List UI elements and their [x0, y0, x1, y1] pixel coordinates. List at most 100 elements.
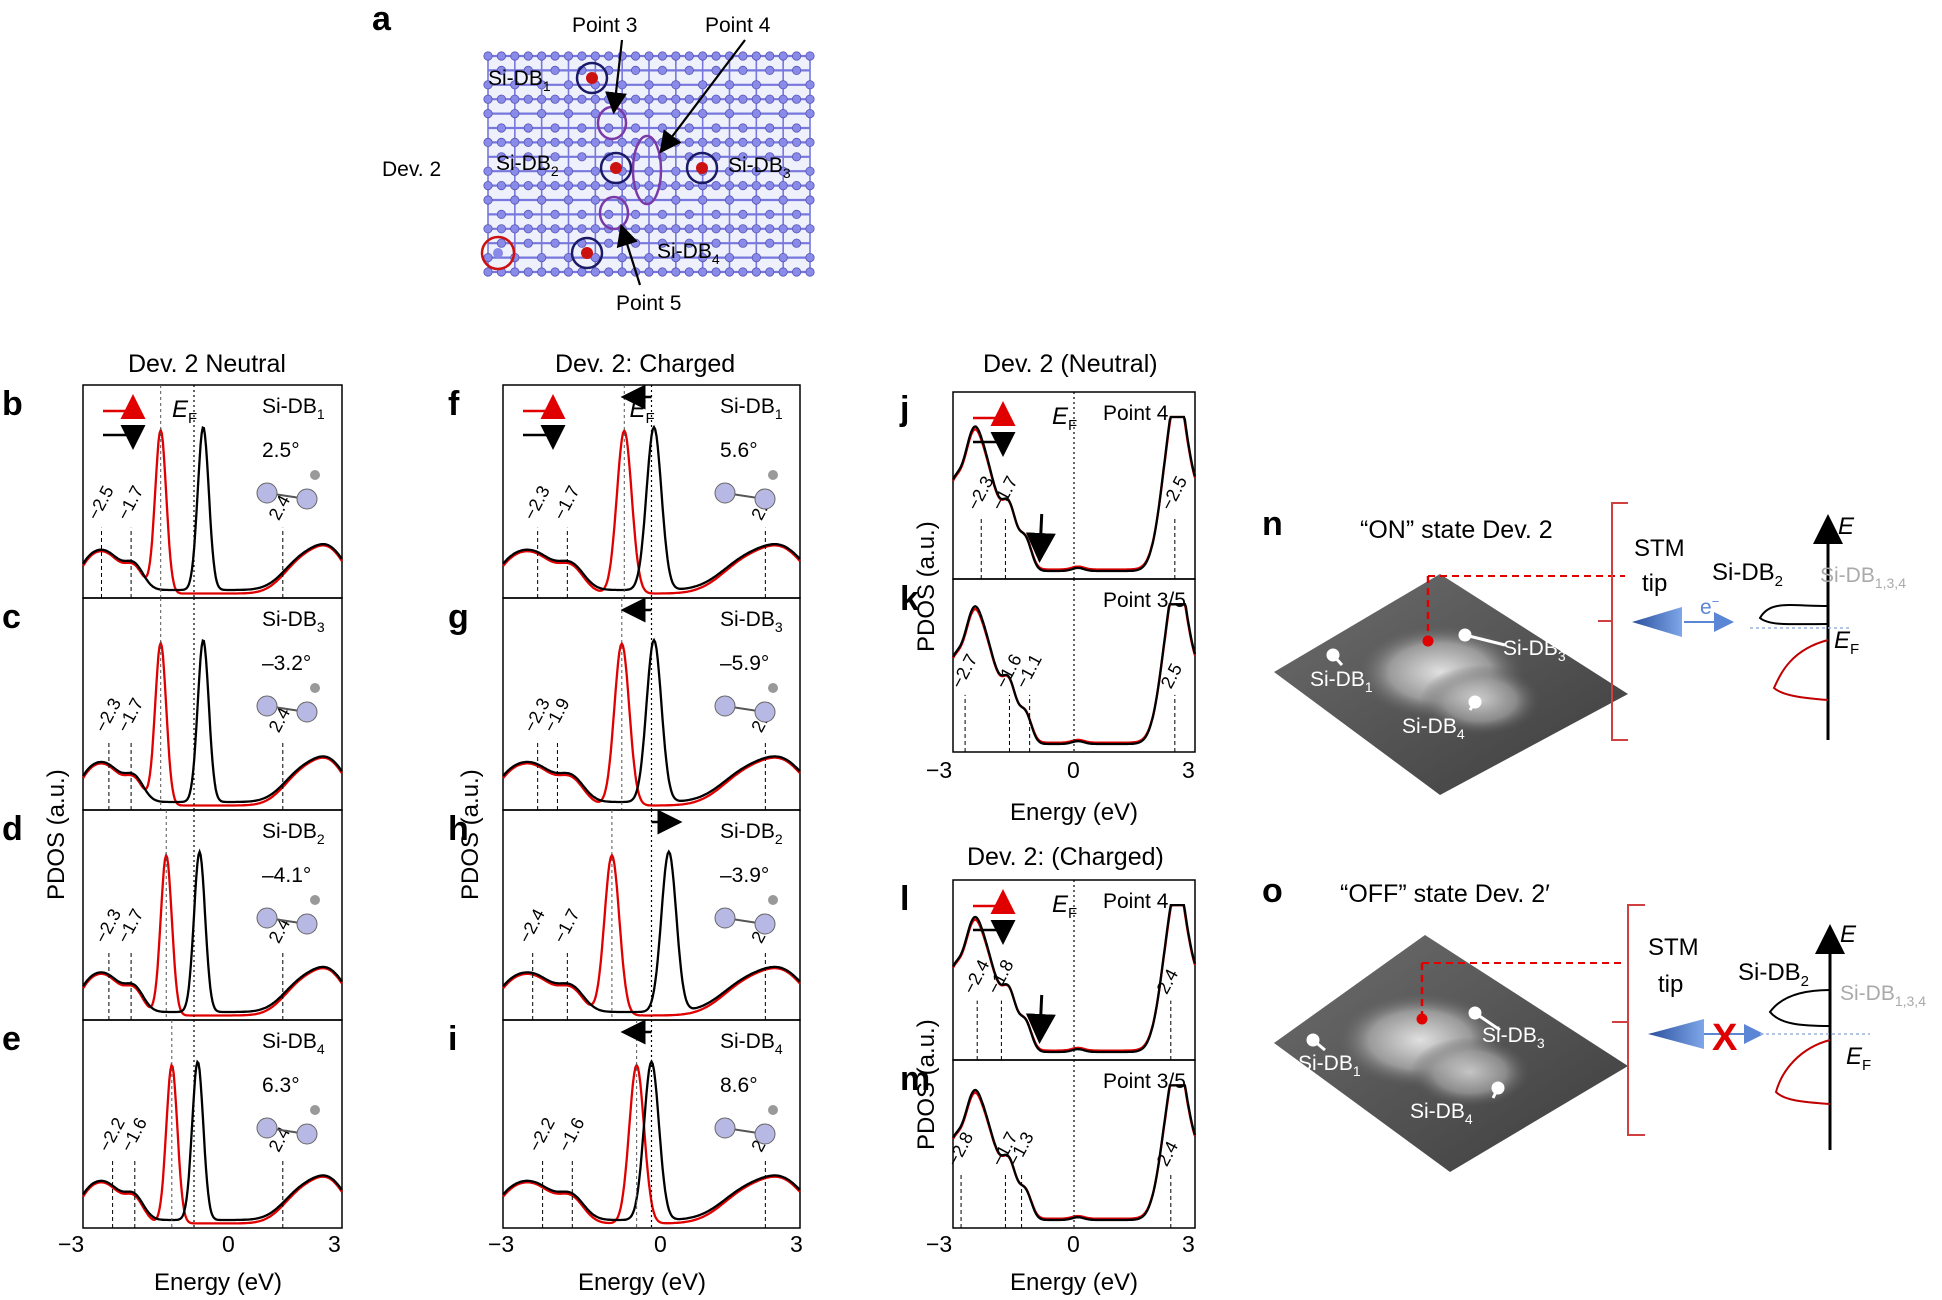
si-atom [617, 253, 627, 263]
atom-label-i: Si-DB4 [720, 1030, 783, 1057]
si-atom [684, 137, 694, 147]
pin-db4-head-off [1491, 1081, 1505, 1095]
molecule-atom-d [296, 913, 318, 935]
si-atom [791, 209, 802, 219]
si-atom [805, 181, 815, 191]
si-atom [483, 181, 493, 191]
dangling-bond-atom [581, 247, 593, 259]
annotation-k: −2.7 [947, 651, 981, 692]
si-atom [496, 94, 507, 104]
si-atom [765, 224, 775, 234]
panel-label-k: k [900, 580, 919, 618]
xlabel-neutral-points: Energy (eV) [1010, 799, 1138, 826]
si-atom [644, 267, 654, 277]
molecule-atom-d [256, 907, 278, 929]
si-atom [550, 123, 560, 133]
dbs-gray-label-on: Si-DB1,3,4 [1820, 564, 1906, 591]
tick-f-right: 3 [790, 1231, 803, 1257]
si-atom [577, 137, 587, 147]
annotation-h: −2.4 [515, 906, 549, 947]
stm-label-off-2: tip [1658, 971, 1683, 998]
molecule-h-f [768, 470, 778, 480]
stm-label-on-1: STM [1634, 535, 1685, 562]
si-atom [791, 152, 802, 162]
si-atom [765, 51, 775, 61]
si-atom [483, 94, 493, 104]
si-atom [671, 94, 681, 104]
si-atom [493, 248, 503, 258]
pin-db1-head-off [1306, 1033, 1320, 1047]
ylabel-neutral: PDOS (a.u.) [43, 769, 70, 900]
annotation-h: −1.7 [549, 906, 583, 947]
panel-label-b: b [2, 385, 23, 423]
tick-f-mid: 0 [654, 1231, 667, 1257]
img-db3-on: Si-DB3 [1503, 637, 1566, 664]
si-atom [590, 51, 600, 61]
si-atom [510, 224, 520, 234]
si-atom [765, 238, 775, 248]
panel-label-f: f [448, 385, 460, 423]
si-atom [671, 137, 681, 147]
title-neutral-points: Dev. 2 (Neutral) [983, 350, 1158, 378]
si-atom [738, 51, 748, 61]
molecule-h-c [310, 683, 320, 693]
si-atom [537, 224, 547, 234]
si-atom [805, 267, 815, 277]
si-atom [563, 166, 574, 176]
si-atom [577, 123, 587, 133]
si-atom [791, 94, 802, 104]
plot-frame-e [82, 1019, 343, 1229]
img-db1-on: Si-DB1 [1310, 668, 1373, 695]
annotation-i: −2.2 [524, 1114, 558, 1155]
panel-a: a Dev. 2 Si-DB1 Si-DB2 Si-DB3 Si-DB4 Poi… [372, 0, 815, 315]
si-atom [537, 267, 547, 277]
angle-c: –3.2° [262, 652, 311, 675]
annotation-m: 2.4 [1153, 1138, 1182, 1169]
panel-label-j: j [899, 390, 909, 428]
stm-label-off-1: STM [1648, 934, 1699, 961]
si-atom [738, 137, 748, 147]
si-atom [724, 224, 735, 234]
si-atom [577, 209, 587, 219]
molecule-atom-g [714, 695, 736, 717]
angle-e: 6.3° [262, 1074, 300, 1097]
si-atom [496, 224, 507, 234]
si-atom [483, 166, 493, 176]
si-atom [523, 65, 533, 76]
series-spin-down-b [82, 426, 343, 592]
tick-b-left: −3 [58, 1231, 84, 1257]
si-atom [698, 195, 708, 205]
annotation-l: 2.4 [1153, 966, 1182, 997]
ef-label-off: EF [1846, 1043, 1871, 1074]
si-atom [711, 65, 721, 76]
si-atom [711, 267, 721, 277]
si-atom [510, 267, 520, 277]
si-atom [751, 253, 761, 263]
si-atom [724, 181, 735, 191]
series-spin-up-b [82, 426, 343, 595]
si-atom [617, 267, 627, 277]
si-atom [684, 224, 694, 234]
device-label: Dev. 2 [382, 158, 441, 181]
si-atom [630, 209, 641, 219]
si-db3-circle [685, 151, 719, 185]
si-atom [577, 51, 587, 61]
si-atom [510, 137, 520, 147]
molecule-atom-i [714, 1117, 736, 1139]
electron-label-on: e− [1700, 594, 1719, 619]
si-atom [765, 152, 775, 162]
si-atom [604, 209, 614, 219]
si-atom [483, 51, 493, 61]
si-atom [523, 51, 533, 61]
panel-label-c: c [2, 598, 21, 636]
si-atom [684, 209, 694, 219]
molecule-atom-e [296, 1123, 318, 1145]
molecule-atom-e [256, 1117, 278, 1139]
si-atom [738, 224, 748, 234]
si-atom [483, 267, 493, 277]
si-atom [765, 137, 775, 147]
si-atom [657, 94, 668, 104]
